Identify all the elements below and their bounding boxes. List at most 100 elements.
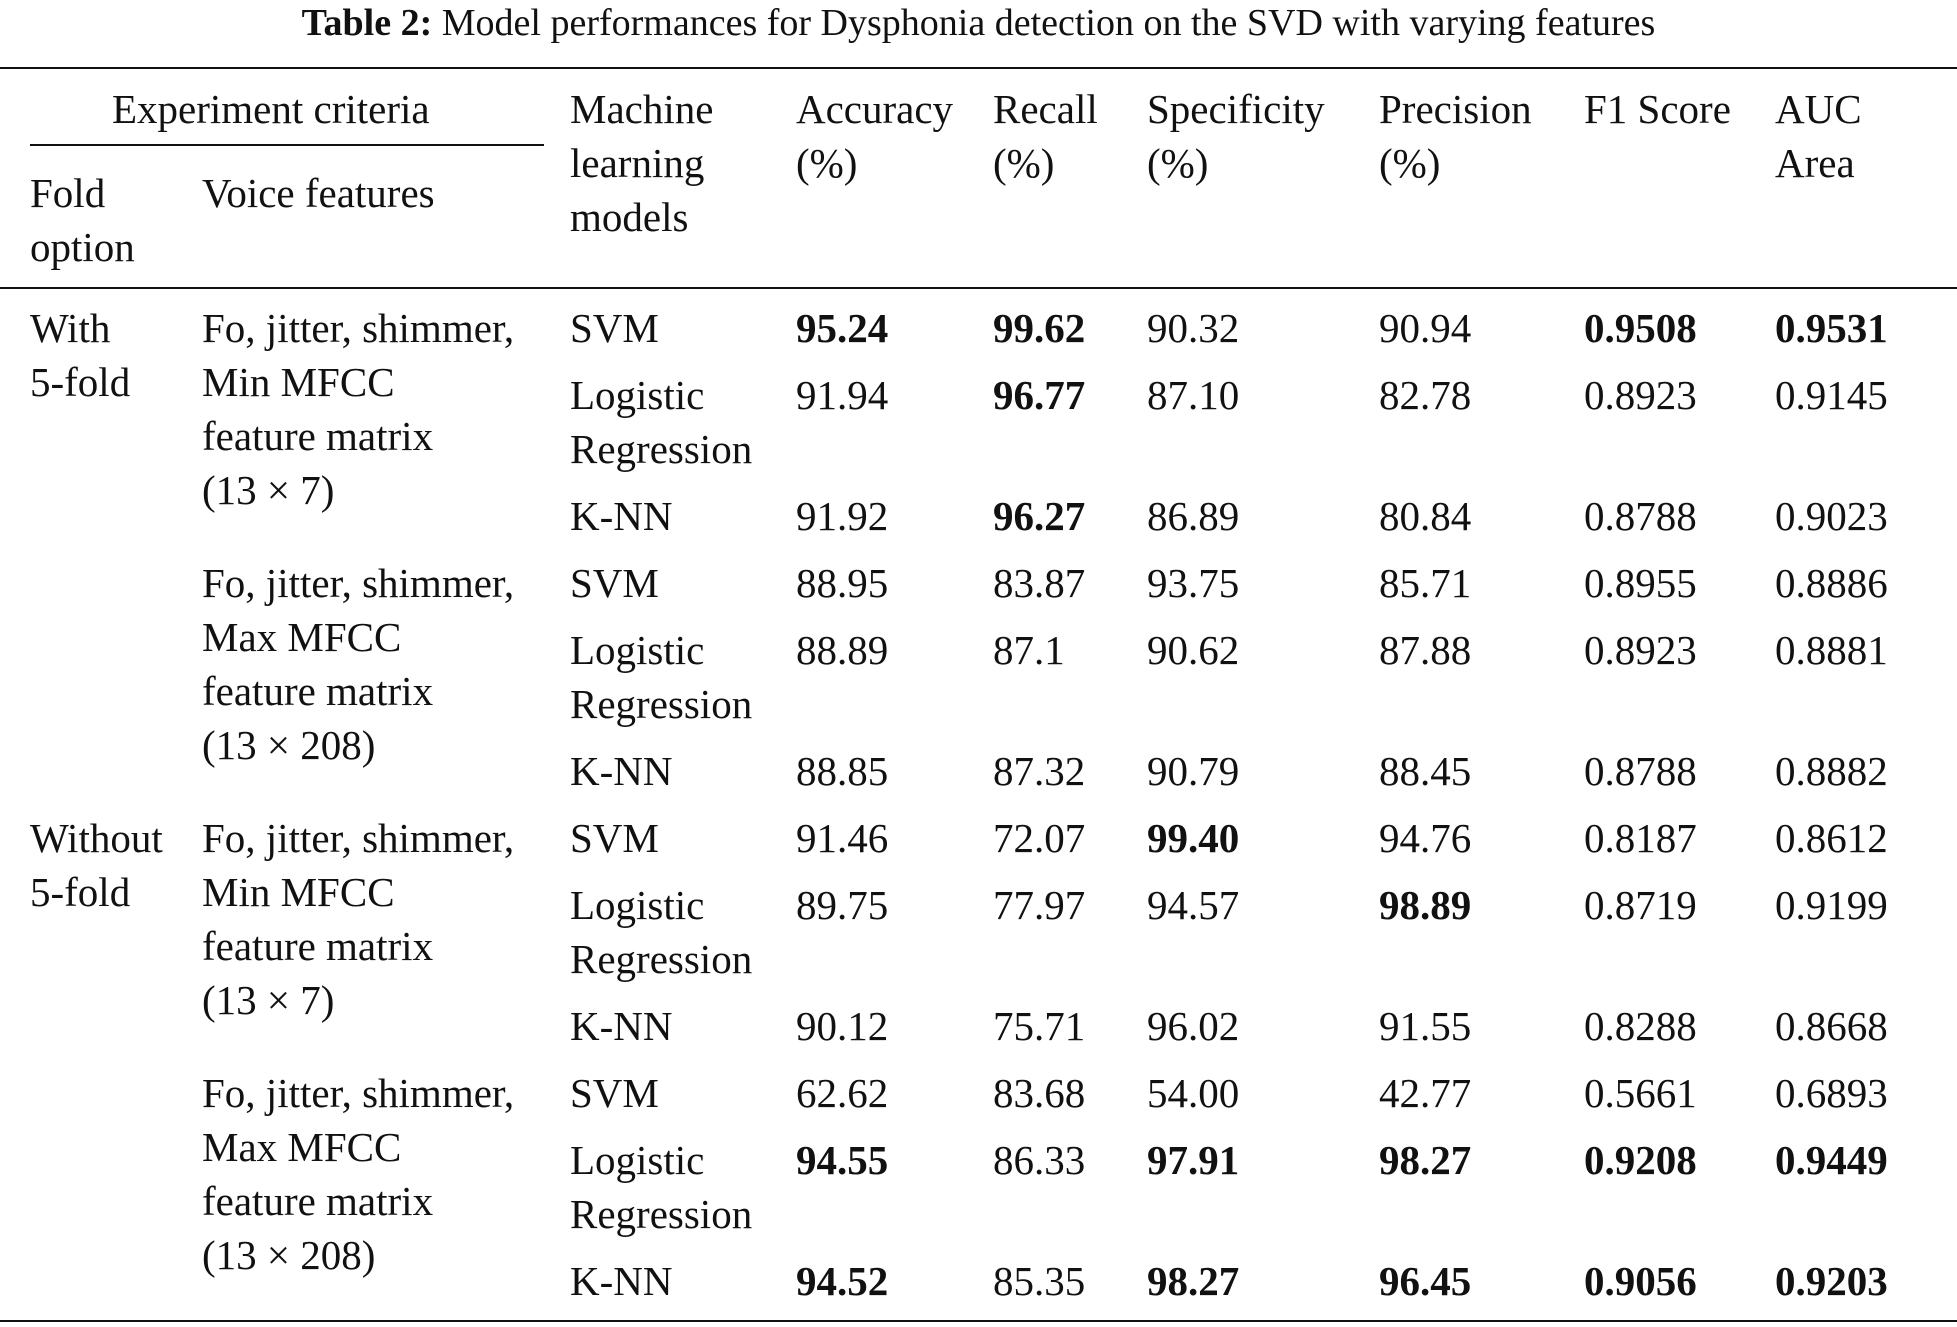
header-fold-option: Fold option (30, 170, 135, 270)
recall-cell: 83.68 (993, 1070, 1086, 1116)
model-cell: K-NN (570, 1003, 673, 1049)
auc-cell: 0.9023 (1775, 493, 1888, 539)
accuracy-cell: 91.46 (796, 815, 889, 861)
caption-text: Model performances for Dysphonia detecti… (441, 2, 1656, 44)
header-bottom-rule (0, 287, 1957, 289)
header-accuracy: Accuracy (%) (796, 86, 954, 186)
f1-score-cell: 0.8187 (1584, 815, 1697, 861)
specificity-cell: 93.75 (1147, 560, 1240, 606)
specificity-cell: 94.57 (1147, 882, 1240, 928)
model-cell: Logistic Regression (570, 882, 753, 982)
accuracy-cell: 94.52 (796, 1258, 889, 1304)
precision-cell: 87.88 (1379, 627, 1472, 673)
accuracy-cell: 88.85 (796, 748, 889, 794)
precision-cell: 96.45 (1379, 1258, 1472, 1304)
header-voice-features: Voice features (202, 170, 435, 216)
accuracy-cell: 62.62 (796, 1070, 889, 1116)
f1-score-cell: 0.9056 (1584, 1258, 1697, 1304)
fold-option-cell: Without 5-fold (30, 815, 163, 915)
header-ml-models: Machine learning models (570, 86, 714, 240)
f1-score-cell: 0.8955 (1584, 560, 1697, 606)
caption-label: Table 2: (301, 2, 433, 44)
recall-cell: 87.32 (993, 748, 1086, 794)
voice-features-cell: Fo, jitter, shimmer, Min MFCC feature ma… (202, 815, 515, 1023)
header-specificity: Specificity (%) (1147, 86, 1325, 186)
auc-cell: 0.8882 (1775, 748, 1888, 794)
recall-cell: 77.97 (993, 882, 1086, 928)
recall-cell: 96.77 (993, 372, 1086, 418)
specificity-cell: 96.02 (1147, 1003, 1240, 1049)
auc-cell: 0.9199 (1775, 882, 1888, 928)
recall-cell: 99.62 (993, 305, 1086, 351)
f1-score-cell: 0.5661 (1584, 1070, 1697, 1116)
specificity-cell: 99.40 (1147, 815, 1240, 861)
voice-features-cell: Fo, jitter, shimmer, Max MFCC feature ma… (202, 1070, 515, 1278)
table-caption: Table 2: Model performances for Dysphoni… (0, 0, 1957, 50)
model-cell: Logistic Regression (570, 372, 753, 472)
recall-cell: 83.87 (993, 560, 1086, 606)
header-recall: Recall (%) (993, 86, 1098, 186)
specificity-cell: 98.27 (1147, 1258, 1240, 1304)
recall-cell: 75.71 (993, 1003, 1086, 1049)
specificity-cell: 86.89 (1147, 493, 1240, 539)
auc-cell: 0.8886 (1775, 560, 1888, 606)
recall-cell: 96.27 (993, 493, 1086, 539)
header-experiment-criteria: Experiment criteria (112, 86, 430, 132)
precision-cell: 82.78 (1379, 372, 1472, 418)
accuracy-cell: 91.94 (796, 372, 889, 418)
header-f1-score: F1 Score (1584, 86, 1731, 132)
precision-cell: 88.45 (1379, 748, 1472, 794)
header-precision: Precision (%) (1379, 86, 1532, 186)
voice-features-cell: Fo, jitter, shimmer, Max MFCC feature ma… (202, 560, 515, 768)
auc-cell: 0.9449 (1775, 1137, 1888, 1183)
voice-features-cell: Fo, jitter, shimmer, Min MFCC feature ma… (202, 305, 515, 513)
precision-cell: 90.94 (1379, 305, 1472, 351)
model-cell: Logistic Regression (570, 627, 753, 727)
f1-score-cell: 0.8923 (1584, 372, 1697, 418)
specificity-cell: 54.00 (1147, 1070, 1240, 1116)
f1-score-cell: 0.9508 (1584, 305, 1697, 351)
precision-cell: 98.27 (1379, 1137, 1472, 1183)
specificity-cell: 90.32 (1147, 305, 1240, 351)
model-cell: SVM (570, 305, 659, 351)
precision-cell: 91.55 (1379, 1003, 1472, 1049)
specificity-cell: 87.10 (1147, 372, 1240, 418)
model-cell: SVM (570, 1070, 659, 1116)
specificity-cell: 90.79 (1147, 748, 1240, 794)
recall-cell: 72.07 (993, 815, 1086, 861)
recall-cell: 85.35 (993, 1258, 1086, 1304)
table-top-rule (0, 67, 1957, 69)
group-header-underline (30, 144, 544, 146)
accuracy-cell: 95.24 (796, 305, 889, 351)
f1-score-cell: 0.9208 (1584, 1137, 1697, 1183)
model-cell: Logistic Regression (570, 1137, 753, 1237)
accuracy-cell: 91.92 (796, 493, 889, 539)
specificity-cell: 90.62 (1147, 627, 1240, 673)
auc-cell: 0.6893 (1775, 1070, 1888, 1116)
precision-cell: 80.84 (1379, 493, 1472, 539)
auc-cell: 0.8881 (1775, 627, 1888, 673)
model-cell: SVM (570, 815, 659, 861)
header-auc-area: AUC Area (1775, 86, 1862, 186)
auc-cell: 0.9531 (1775, 305, 1888, 351)
specificity-cell: 97.91 (1147, 1137, 1240, 1183)
precision-cell: 98.89 (1379, 882, 1472, 928)
f1-score-cell: 0.8788 (1584, 748, 1697, 794)
f1-score-cell: 0.8923 (1584, 627, 1697, 673)
accuracy-cell: 88.89 (796, 627, 889, 673)
precision-cell: 85.71 (1379, 560, 1472, 606)
accuracy-cell: 89.75 (796, 882, 889, 928)
model-cell: SVM (570, 560, 659, 606)
recall-cell: 87.1 (993, 627, 1065, 673)
accuracy-cell: 90.12 (796, 1003, 889, 1049)
auc-cell: 0.8612 (1775, 815, 1888, 861)
model-cell: K-NN (570, 1258, 673, 1304)
accuracy-cell: 88.95 (796, 560, 889, 606)
auc-cell: 0.9145 (1775, 372, 1888, 418)
recall-cell: 86.33 (993, 1137, 1086, 1183)
auc-cell: 0.9203 (1775, 1258, 1888, 1304)
accuracy-cell: 94.55 (796, 1137, 889, 1183)
auc-cell: 0.8668 (1775, 1003, 1888, 1049)
f1-score-cell: 0.8719 (1584, 882, 1697, 928)
precision-cell: 42.77 (1379, 1070, 1472, 1116)
